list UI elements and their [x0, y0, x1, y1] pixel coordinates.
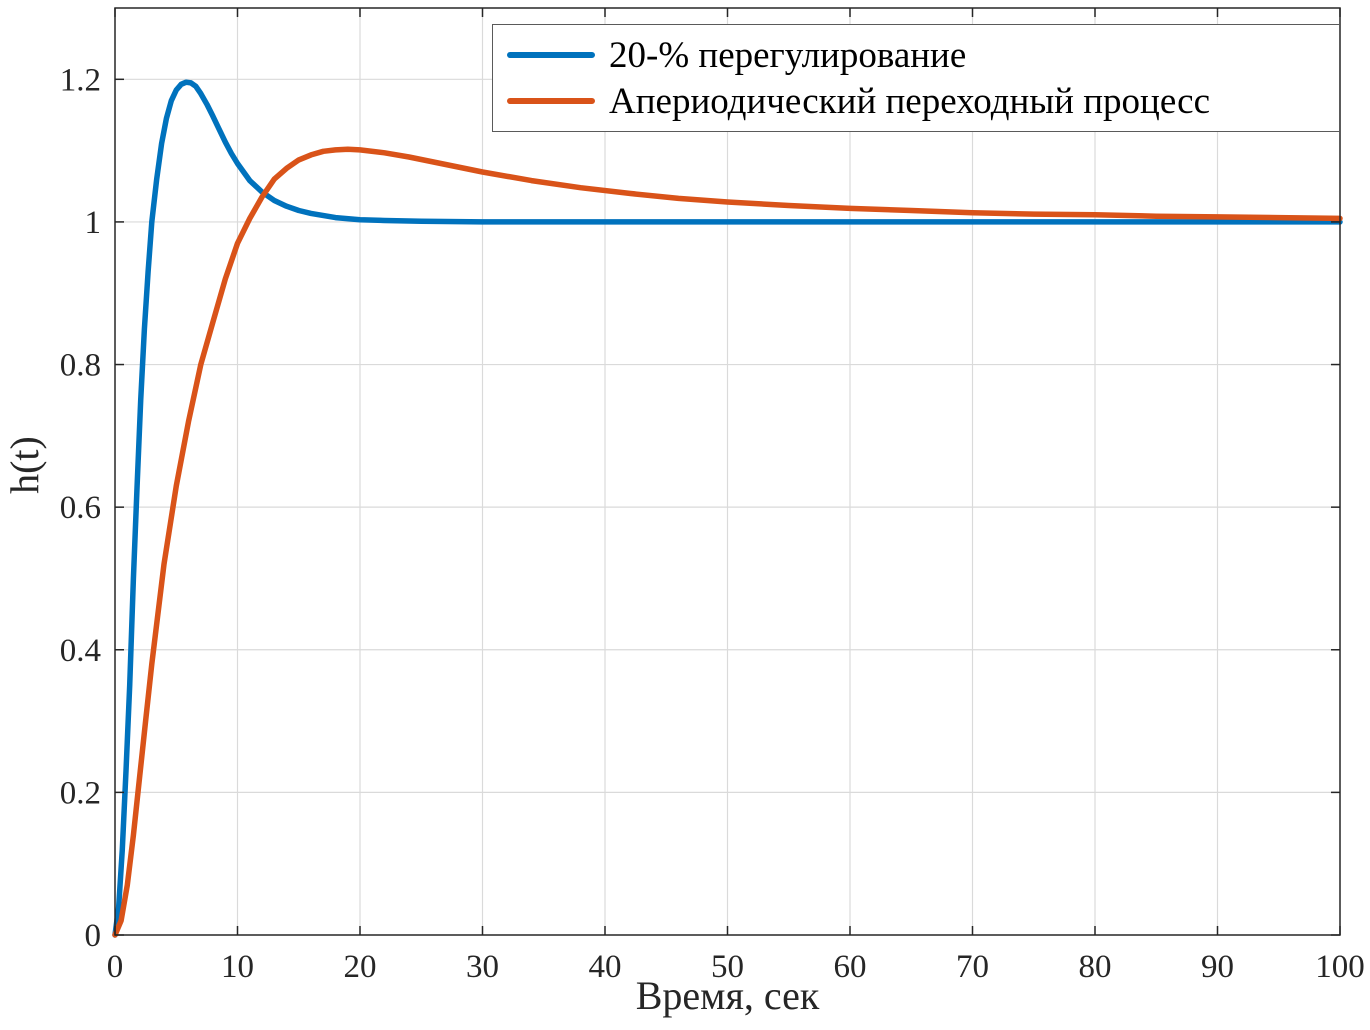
- legend-line-aperiodic-swatch: [507, 98, 595, 104]
- y-axis-label: h(t): [2, 436, 47, 494]
- svg-text:30: 30: [466, 949, 499, 985]
- legend-item: 20-% перегулирование: [493, 32, 1339, 78]
- legend-item: Апериодический переходный процесс: [493, 78, 1339, 124]
- svg-text:50: 50: [711, 949, 744, 985]
- svg-text:10: 10: [221, 949, 254, 985]
- svg-text:0.6: 0.6: [60, 490, 101, 526]
- svg-text:0.4: 0.4: [60, 633, 101, 669]
- svg-text:0.8: 0.8: [60, 348, 101, 384]
- legend-line-overshoot-swatch: [507, 52, 595, 58]
- legend-label-overshoot: 20-% перегулирование: [609, 34, 967, 76]
- svg-text:0: 0: [107, 949, 124, 985]
- x-axis-label: Время, сек: [635, 973, 820, 1018]
- svg-text:1.2: 1.2: [60, 62, 101, 98]
- svg-text:70: 70: [956, 949, 989, 985]
- legend: 20-% перегулирование Апериодический пере…: [492, 24, 1340, 132]
- svg-text:100: 100: [1315, 949, 1365, 985]
- svg-text:20: 20: [344, 949, 377, 985]
- legend-label-aperiodic: Апериодический переходный процесс: [609, 80, 1211, 122]
- svg-text:40: 40: [589, 949, 622, 985]
- svg-text:90: 90: [1201, 949, 1234, 985]
- svg-text:0: 0: [85, 918, 102, 954]
- svg-text:80: 80: [1079, 949, 1112, 985]
- svg-text:60: 60: [834, 949, 867, 985]
- svg-text:1: 1: [85, 205, 102, 241]
- svg-text:0.2: 0.2: [60, 775, 101, 811]
